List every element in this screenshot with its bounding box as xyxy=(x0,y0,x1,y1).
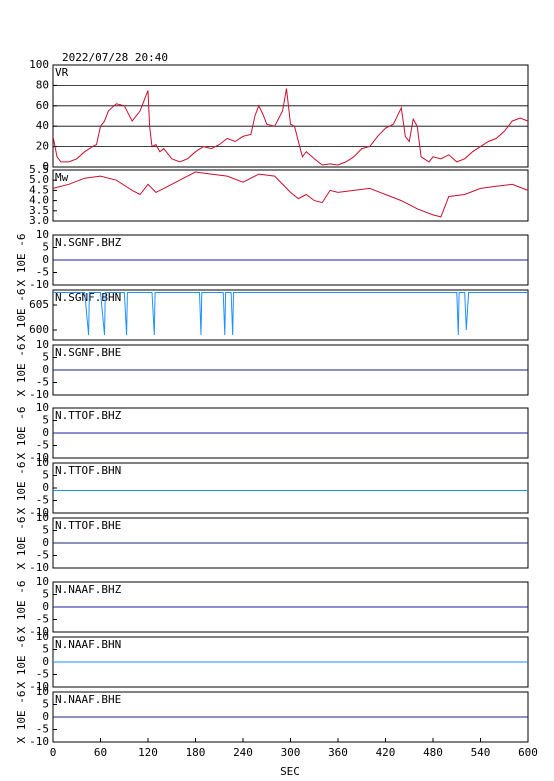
x-tick-label: 120 xyxy=(138,746,158,759)
y-tick-label: 5 xyxy=(42,469,49,482)
y-axis-label: X 10E -6 xyxy=(15,636,28,689)
y-tick-label: 3.0 xyxy=(29,214,49,227)
y-axis-label: X 10E -6 xyxy=(15,289,28,342)
y-tick-label: 80 xyxy=(36,78,49,91)
panel-frame xyxy=(52,462,529,514)
y-tick-label: 0 xyxy=(42,253,49,266)
y-tick-label: 20 xyxy=(36,140,49,153)
y-tick-label: 0 xyxy=(42,481,49,494)
y-tick-label: 0 xyxy=(42,363,49,376)
y-tick-label: 605 xyxy=(29,298,49,311)
y-axis-label: X 10E -6 xyxy=(15,344,28,397)
x-tick-label: 360 xyxy=(328,746,348,759)
y-tick-label: 0 xyxy=(42,426,49,439)
x-axis-label: SEC xyxy=(280,765,300,778)
x-tick-label: 60 xyxy=(94,746,107,759)
panel-label: N.TTOF.BHE xyxy=(55,519,121,532)
y-tick-label: 10 xyxy=(36,456,49,469)
y-axis-label: X 10E -6 xyxy=(15,581,28,634)
y-tick-label: -10 xyxy=(29,278,49,291)
y-tick-label: 0 xyxy=(42,536,49,549)
y-tick-label: -10 xyxy=(29,680,49,693)
y-tick-label: 60 xyxy=(36,99,49,112)
y-tick-label: 40 xyxy=(36,119,49,132)
y-tick-label: 5.5 xyxy=(29,163,49,176)
x-tick-label: 300 xyxy=(281,746,301,759)
panel-label: Mw xyxy=(55,171,69,184)
x-tick-label: 420 xyxy=(376,746,396,759)
x-tick-label: 0 xyxy=(50,746,57,759)
y-tick-label: 10 xyxy=(36,511,49,524)
panel-label: VR xyxy=(55,66,69,79)
panel-label: N.SGNF.BHZ xyxy=(55,236,122,249)
y-tick-label: -5 xyxy=(36,376,49,389)
y-tick-label: 0 xyxy=(42,160,49,173)
trace xyxy=(52,88,529,166)
y-tick-label: 5 xyxy=(42,643,49,656)
y-tick-label: -10 xyxy=(29,506,49,519)
y-tick-label: 10 xyxy=(36,401,49,414)
trace xyxy=(52,171,529,218)
y-tick-label: 0 xyxy=(42,600,49,613)
y-tick-label: -10 xyxy=(29,451,49,464)
panel-frame xyxy=(52,64,529,168)
panel-label: N.TTOF.BHZ xyxy=(55,409,122,422)
y-tick-label: -5 xyxy=(36,668,49,681)
trace xyxy=(53,292,528,336)
y-tick-label: 600 xyxy=(29,323,49,336)
y-tick-label: 4.5 xyxy=(29,183,49,196)
y-tick-label: -5 xyxy=(36,494,49,507)
panel-frame xyxy=(52,289,529,341)
y-tick-label: 10 xyxy=(36,685,49,698)
y-tick-label: -10 xyxy=(29,625,49,638)
y-tick-label: 5 xyxy=(42,698,49,711)
panel-label: N.NAAF.BHN xyxy=(55,638,121,651)
y-axis-label: X 10E -6 xyxy=(15,407,28,460)
y-tick-label: -10 xyxy=(29,735,49,748)
y-tick-label: -10 xyxy=(29,561,49,574)
panel-label: N.NAAF.BHE xyxy=(55,693,121,706)
y-tick-label: 5 xyxy=(42,414,49,427)
y-tick-label: 10 xyxy=(36,338,49,351)
y-tick-label: 3.5 xyxy=(29,204,49,217)
y-tick-label: -5 xyxy=(36,549,49,562)
x-tick-label: 540 xyxy=(471,746,491,759)
y-tick-label: -10 xyxy=(29,388,49,401)
y-tick-label: 4.0 xyxy=(29,194,49,207)
panel-label: N.TTOF.BHN xyxy=(55,464,121,477)
y-tick-label: 0 xyxy=(42,710,49,723)
y-axis-label: X 10E -6 xyxy=(15,691,28,744)
y-tick-label: 5 xyxy=(42,524,49,537)
x-tick-label: 480 xyxy=(423,746,443,759)
y-axis-label: X 10E -6 xyxy=(15,234,28,287)
panel-frame xyxy=(52,169,529,222)
y-tick-label: 10 xyxy=(36,228,49,241)
y-tick-label: 0 xyxy=(42,655,49,668)
y-tick-label: 100 xyxy=(29,58,49,71)
x-tick-label: 240 xyxy=(233,746,253,759)
y-tick-label: 5 xyxy=(42,588,49,601)
x-tick-label: 180 xyxy=(186,746,206,759)
y-axis-label: X 10E -6 xyxy=(15,517,28,570)
y-tick-label: -5 xyxy=(36,439,49,452)
y-tick-label: -5 xyxy=(36,723,49,736)
y-tick-label: 5.0 xyxy=(29,173,49,186)
y-tick-label: 10 xyxy=(36,575,49,588)
panel-label: N.NAAF.BHZ xyxy=(55,583,122,596)
y-tick-label: 5 xyxy=(42,351,49,364)
x-tick-label: 600 xyxy=(518,746,538,759)
y-tick-label: -5 xyxy=(36,266,49,279)
y-tick-label: 5 xyxy=(42,241,49,254)
chart-title: 2022/07/28 20:40 xyxy=(62,51,168,64)
y-tick-label: 10 xyxy=(36,630,49,643)
panel-label: N.SGNF.BHE xyxy=(55,346,121,359)
y-axis-label: X 10E -6 xyxy=(15,462,28,515)
y-tick-label: -5 xyxy=(36,613,49,626)
